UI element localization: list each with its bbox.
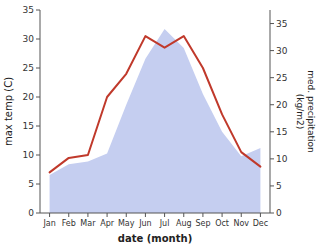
y-tick-label: 0 <box>28 208 34 218</box>
y2-axis-label: med. precipitation(kg/m2) <box>295 70 316 152</box>
x-tick-label: Feb <box>62 219 76 228</box>
y2-axis-label-line: med. precipitation <box>306 70 316 152</box>
y2-axis-label-line: (kg/m2) <box>295 94 305 129</box>
y-axis-label: max temp (C) <box>3 77 14 146</box>
y2-tick-label: 5 <box>276 181 282 191</box>
y2-tick-label: 0 <box>276 208 282 218</box>
y2-tick-label: 30 <box>276 46 288 56</box>
x-tick-label: Oct <box>215 219 229 228</box>
y2-tick <box>270 50 274 51</box>
x-tick-label: Dec <box>253 219 268 228</box>
x-tick <box>164 213 165 217</box>
y-tick <box>36 39 40 40</box>
x-tick <box>68 213 69 217</box>
x-tick <box>49 213 50 217</box>
x-tick <box>183 213 184 217</box>
y2-tick-label: 15 <box>276 127 287 137</box>
x-tick-label: Sep <box>195 219 210 228</box>
y2-tick-label: 20 <box>276 100 288 110</box>
y-tick-label: 20 <box>23 92 35 102</box>
y-tick-label: 35 <box>23 5 34 15</box>
y-tick-label: 15 <box>23 121 34 131</box>
x-tick-label: Mar <box>80 219 96 228</box>
x-axis-line <box>40 213 270 214</box>
y2-tick <box>270 104 274 105</box>
x-tick-label: Nov <box>233 219 249 228</box>
x-tick-label: May <box>118 219 135 228</box>
temperature-line <box>50 36 261 172</box>
x-tick-label: Jan <box>42 219 55 228</box>
x-tick <box>222 213 223 217</box>
y-tick-label: 25 <box>23 63 34 73</box>
y2-tick <box>270 23 274 24</box>
x-tick-label: Jul <box>159 219 170 228</box>
y2-tick <box>270 77 274 78</box>
x-tick <box>202 213 203 217</box>
y-tick-label: 5 <box>28 179 34 189</box>
plot-area <box>50 29 261 213</box>
x-tick <box>145 213 146 217</box>
y2-tick-label: 25 <box>276 73 287 83</box>
y2-tick-label: 35 <box>276 19 287 29</box>
y-tick <box>36 213 40 214</box>
y-tick-label: 10 <box>23 150 35 160</box>
chart-container: 0 5 10 15 20 25 30 35 0 5 10 15 20 25 30 35 Jan Feb Mar Apr… <box>0 0 318 247</box>
x-axis-label: date (month) <box>118 233 192 244</box>
x-tick-label: Apr <box>100 219 115 228</box>
y-tick <box>36 184 40 185</box>
y-tick-label: 30 <box>23 34 35 44</box>
y2-tick-label: 10 <box>276 154 288 164</box>
y-tick <box>36 68 40 69</box>
y-tick <box>36 97 40 98</box>
x-tick <box>107 213 108 217</box>
precipitation-area <box>50 29 261 213</box>
y-tick <box>36 155 40 156</box>
y2-axis-line <box>270 10 271 213</box>
y2-tick <box>270 158 274 159</box>
y-axis-line <box>40 10 41 213</box>
y2-tick <box>270 131 274 132</box>
x-tick <box>126 213 127 217</box>
axes: 0 5 10 15 20 25 30 35 0 5 10 15 20 25 30 35 Jan Feb Mar Apr… <box>23 5 288 228</box>
y-tick <box>36 10 40 11</box>
x-tick <box>241 213 242 217</box>
x-tick-label: Aug <box>176 219 192 228</box>
x-tick-label: Jun <box>138 219 152 228</box>
x-tick <box>87 213 88 217</box>
y2-tick <box>270 213 274 214</box>
x-tick <box>260 213 261 217</box>
y-tick <box>36 126 40 127</box>
y2-tick <box>270 185 274 186</box>
chart: 0 5 10 15 20 25 30 35 0 5 10 15 20 25 30 35 Jan Feb Mar Apr… <box>0 0 318 247</box>
